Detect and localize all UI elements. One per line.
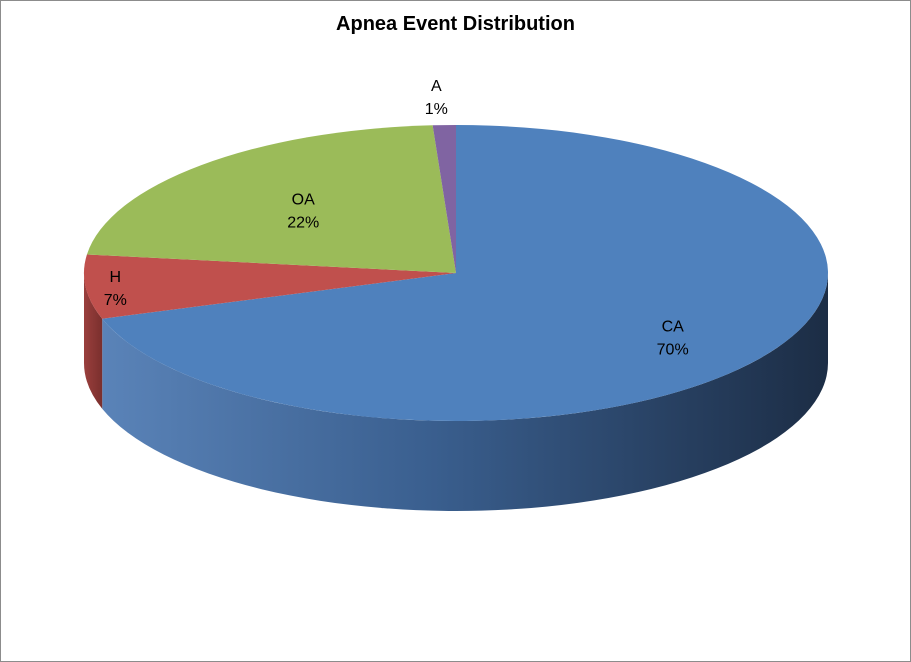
- data-label-value-a: 1%: [425, 101, 448, 118]
- data-label-category-h: H: [109, 269, 121, 286]
- data-label-value-oa: 22%: [287, 214, 319, 231]
- pie-side-ca: [102, 273, 829, 511]
- data-label-category-ca: CA: [662, 319, 685, 336]
- pie-side-h: [84, 273, 103, 409]
- data-label-value-ca: 70%: [657, 342, 689, 359]
- pie-slice-ca: [102, 125, 829, 421]
- data-label-category-a: A: [431, 78, 442, 95]
- data-label-value-h: 7%: [104, 292, 127, 309]
- data-label-category-oa: OA: [292, 191, 315, 208]
- pie-slice-h: [84, 254, 456, 319]
- pie-slice-oa: [86, 125, 456, 273]
- pie-slice-a: [432, 125, 456, 273]
- chart-title: Apnea Event Distribution: [336, 13, 575, 35]
